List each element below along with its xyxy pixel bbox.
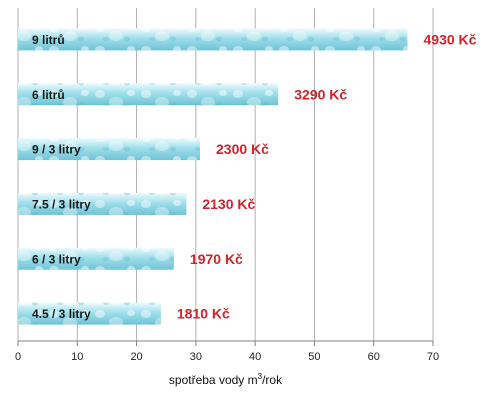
bar-category-label: 9 litrů (32, 33, 65, 47)
bar-texture (18, 83, 279, 106)
x-axis-title-sup: 3 (258, 372, 263, 381)
bar-texture (18, 138, 201, 161)
bar-group: 7.5 / 3 litry 2130 Kč (18, 192, 256, 215)
x-tick-label: 60 (368, 351, 380, 363)
bar-texture (18, 302, 161, 325)
bar-category-label: 4.5 / 3 litry (32, 307, 91, 321)
bar-value-label: 4930 Kč (424, 31, 477, 47)
x-tick-label: 30 (190, 351, 202, 363)
x-tick-label: 70 (427, 351, 439, 363)
x-axis: 0 10 20 30 40 50 60 70 (15, 340, 439, 363)
bar-value-label: 3290 Kč (294, 86, 347, 102)
x-tick-label: 10 (71, 351, 83, 363)
bar-value-label: 2130 Kč (202, 196, 255, 212)
bar-category-label: 9 / 3 litry (32, 143, 81, 157)
bar-group: 6 / 3 litry 1970 Kč (18, 247, 243, 270)
x-tick-label: 40 (249, 351, 261, 363)
x-axis-title-main: spotřeba vody m (169, 373, 258, 387)
bar-texture (18, 247, 174, 270)
bar-texture (18, 192, 187, 215)
bars: 9 litrů 4930 Kč 6 litrů 3290 Kč 9 / 3 litry 2… (18, 28, 477, 325)
bar-category-label: 7.5 / 3 litry (32, 197, 91, 211)
bar-group: 6 litrů 3290 Kč (18, 83, 347, 106)
bar-group: 4.5 / 3 litry 1810 Kč (18, 302, 230, 325)
bar-group: 9 litrů 4930 Kč (18, 28, 477, 51)
x-tick-label: 20 (130, 351, 142, 363)
x-axis-title: spotřeba vody m3/rok (169, 372, 283, 387)
bar-value-label: 2300 Kč (216, 141, 269, 157)
bar-category-label: 6 / 3 litry (32, 252, 81, 266)
bar-value-label: 1970 Kč (190, 251, 243, 267)
bar-group: 9 / 3 litry 2300 Kč (18, 138, 269, 161)
bar-category-label: 6 litrů (32, 88, 65, 102)
grid (17, 8, 434, 341)
x-tick-label: 50 (308, 351, 320, 363)
bar-texture (18, 28, 408, 51)
x-axis-title-tail: /rok (262, 373, 283, 387)
x-tick-label: 0 (15, 351, 21, 363)
bar-value-label: 1810 Kč (177, 306, 230, 322)
